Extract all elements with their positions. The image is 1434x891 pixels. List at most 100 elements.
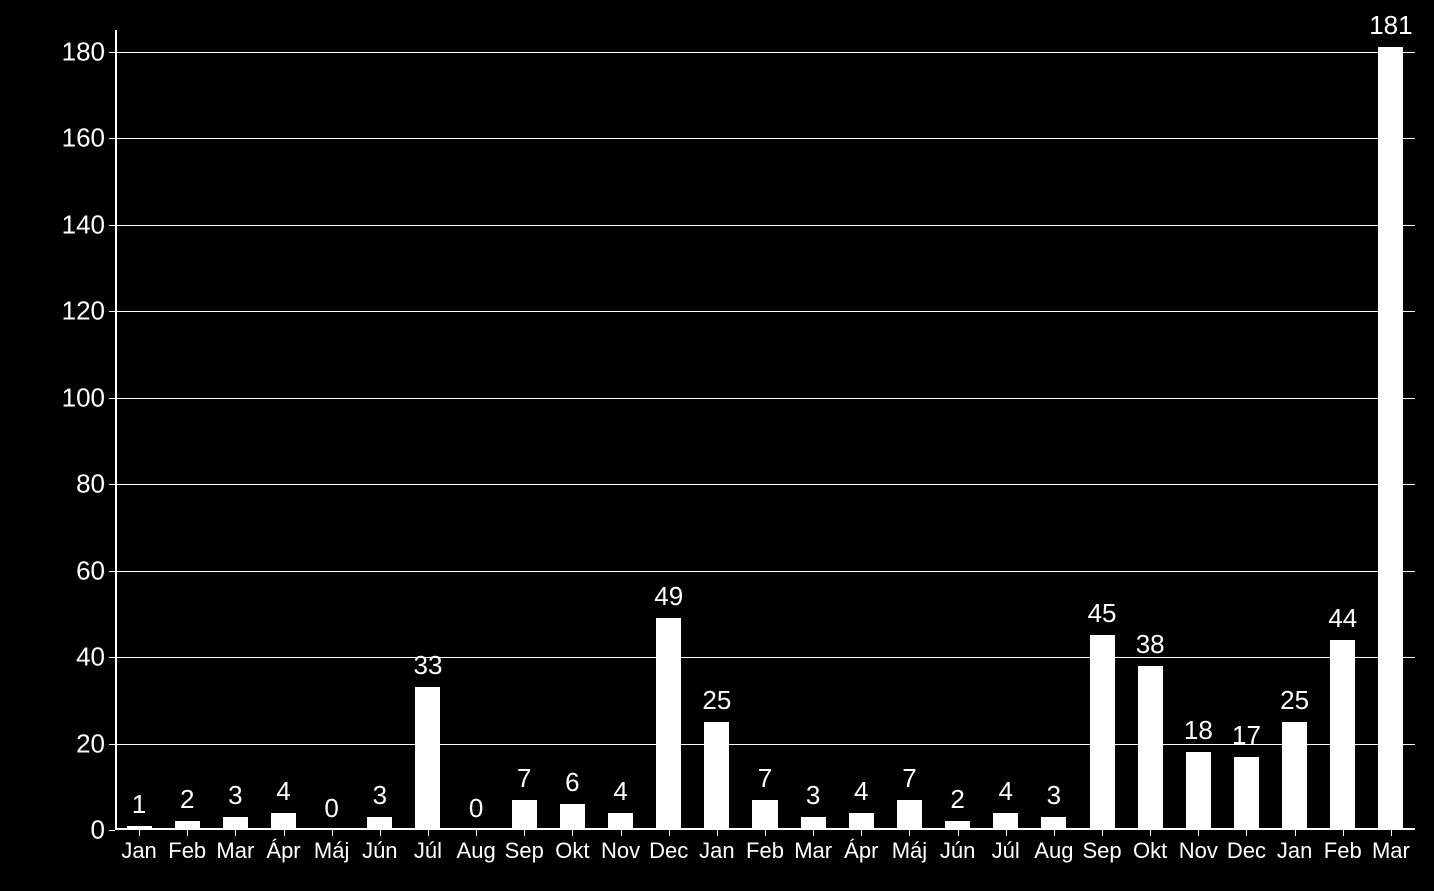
x-tick-mark [187,830,188,836]
bar-value-label: 25 [702,685,731,716]
y-tick-label: 100 [62,382,105,413]
x-tick-label: Nov [1179,838,1218,864]
bar-value-label: 4 [854,776,868,807]
x-tick-mark [1102,830,1103,836]
bar [993,813,1018,830]
bar-value-label: 3 [806,780,820,811]
bar [801,817,826,830]
bar [849,813,874,830]
x-tick-label: Sep [505,838,544,864]
x-tick-label: Jún [940,838,975,864]
bar-value-label: 7 [517,763,531,794]
x-tick-label: Ápr [266,838,300,864]
x-tick-mark [1246,830,1247,836]
x-tick-label: Jan [121,838,156,864]
bar [1282,722,1307,830]
x-tick-mark [717,830,718,836]
x-tick-label: Mar [794,838,832,864]
bar-value-label: 6 [565,767,579,798]
x-tick-mark [139,830,140,836]
bar [752,800,777,830]
x-tick-mark [1054,830,1055,836]
bar-value-label: 38 [1136,629,1165,660]
bar [704,722,729,830]
bar [560,804,585,830]
x-tick-mark [332,830,333,836]
y-tick-label: 180 [62,36,105,67]
x-tick-label: Jan [1277,838,1312,864]
x-tick-mark [1150,830,1151,836]
y-tick-mark [109,830,115,831]
bar [945,821,970,830]
bar [223,817,248,830]
bar-chart: 020406080100120140160180 123403330764492… [0,0,1434,891]
bar-value-label: 3 [1047,780,1061,811]
y-tick-label: 60 [76,555,105,586]
y-tick-label: 20 [76,728,105,759]
bar-value-label: 181 [1369,10,1412,41]
x-tick-mark [1343,830,1344,836]
bar-value-label: 3 [228,780,242,811]
x-tick-label: Okt [1133,838,1167,864]
bar [271,813,296,830]
bar-value-label: 3 [373,780,387,811]
plot-area: 12340333076449257347243453818172544181 [115,30,1415,830]
x-tick-label: Ápr [844,838,878,864]
bar [512,800,537,830]
y-tick-label: 140 [62,209,105,240]
x-tick-label: Nov [601,838,640,864]
bar-value-label: 25 [1280,685,1309,716]
bar-value-label: 18 [1184,715,1213,746]
y-tick-label: 160 [62,123,105,154]
bar-value-label: 2 [950,784,964,815]
x-tick-mark [476,830,477,836]
y-tick-label: 120 [62,296,105,327]
x-tick-label: Okt [555,838,589,864]
bar-value-label: 44 [1328,603,1357,634]
x-tick-label: Feb [1324,838,1362,864]
bar [1234,757,1259,831]
x-tick-label: Aug [1034,838,1073,864]
bar-value-label: 7 [902,763,916,794]
bar-value-label: 17 [1232,720,1261,751]
x-tick-mark [669,830,670,836]
x-tick-mark [235,830,236,836]
x-tick-mark [380,830,381,836]
x-tick-label: Feb [168,838,206,864]
x-tick-label: Máj [314,838,349,864]
bar-value-label: 4 [999,776,1013,807]
x-tick-label: Dec [1227,838,1266,864]
bar-value-label: 2 [180,784,194,815]
x-tick-mark [524,830,525,836]
x-tick-mark [428,830,429,836]
x-tick-label: Máj [892,838,927,864]
x-tick-mark [284,830,285,836]
bar [175,821,200,830]
x-tick-label: Feb [746,838,784,864]
x-tick-label: Dec [649,838,688,864]
bar [608,813,633,830]
bar [1186,752,1211,830]
bar-value-label: 0 [469,793,483,824]
x-tick-mark [572,830,573,836]
x-tick-mark [621,830,622,836]
bar [656,618,681,830]
bar [1138,666,1163,830]
y-tick-label: 0 [91,815,105,846]
x-tick-mark [813,830,814,836]
bar [367,817,392,830]
x-tick-label: Aug [457,838,496,864]
x-tick-label: Jún [362,838,397,864]
bar [897,800,922,830]
y-tick-label: 40 [76,642,105,673]
y-tick-label: 80 [76,469,105,500]
x-tick-mark [958,830,959,836]
bar [1041,817,1066,830]
x-tick-mark [765,830,766,836]
x-tick-mark [1006,830,1007,836]
x-tick-mark [1198,830,1199,836]
bar-value-label: 45 [1088,598,1117,629]
x-tick-mark [1391,830,1392,836]
x-tick-mark [861,830,862,836]
x-tick-label: Jan [699,838,734,864]
